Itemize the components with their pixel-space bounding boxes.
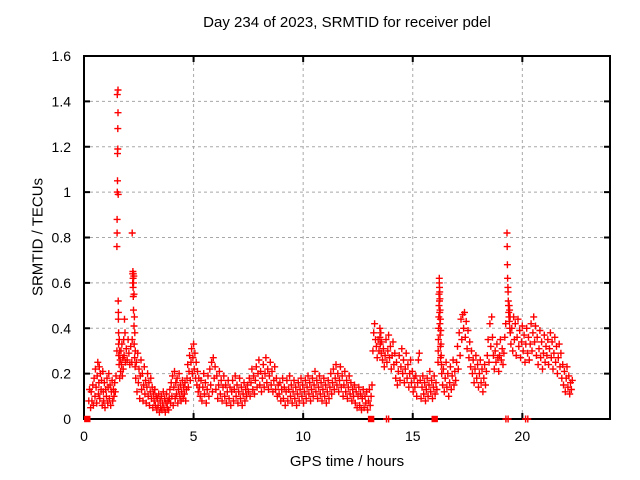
data-point-square: [367, 415, 375, 423]
chart-title: Day 234 of 2023, SRMTID for receiver pde…: [203, 14, 491, 31]
plot-border: [83, 55, 611, 420]
data-point-square: [431, 415, 438, 423]
x-tick-label: 20: [515, 428, 531, 444]
y-tick-label: 0.6: [52, 275, 72, 291]
data-point-square: [84, 415, 91, 423]
y-tick-label: 1: [63, 184, 71, 200]
y-tick-label: 0.8: [52, 230, 72, 246]
data-points-zero-flags-square: [84, 415, 438, 423]
y-tick-label: 0.2: [52, 366, 72, 382]
x-tick-label: 10: [295, 428, 311, 444]
x-tick-label: 5: [190, 428, 198, 444]
y-tick-label: 0.4: [52, 320, 72, 336]
data-points-zero-flags-plus: [383, 415, 532, 423]
y-tick-label: 1.2: [52, 139, 72, 155]
y-tick-label: 0: [63, 411, 71, 427]
x-tick-label: 0: [80, 428, 88, 444]
y-tick-label: 1.6: [52, 48, 72, 64]
x-tick-label: 15: [405, 428, 421, 444]
y-tick-label: 1.4: [52, 93, 72, 109]
data-points-srmtid: [85, 86, 576, 416]
x-axis-label: GPS time / hours: [289, 453, 405, 470]
